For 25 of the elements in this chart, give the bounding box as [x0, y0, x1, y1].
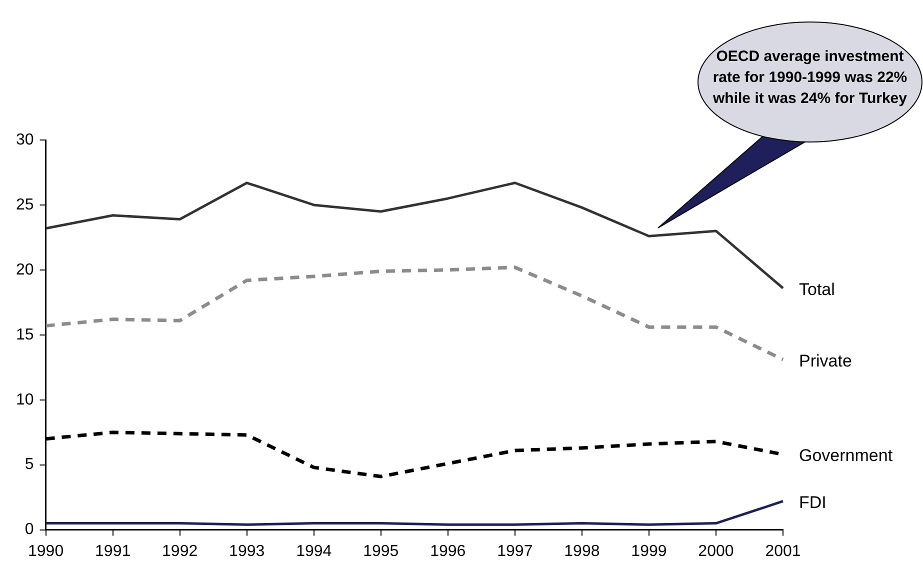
x-tick-label: 2000: [698, 542, 734, 560]
x-tick-label: 1991: [95, 542, 131, 560]
text: OECD average investment rate for 1990-1999 was 22% while it was 24% for Turkey: [712, 47, 908, 109]
series-label: Total: [799, 280, 835, 299]
x-tick-label: 1993: [229, 542, 265, 560]
x-tick-label: 1997: [497, 542, 533, 560]
x-tick-label: 1994: [296, 542, 332, 560]
x-tick-label: 1995: [363, 542, 399, 560]
x-tick-label: 1999: [631, 542, 667, 560]
x-tick-label: 1992: [162, 542, 198, 560]
y-tick-label: 20: [16, 261, 34, 278]
series-label: Government: [799, 446, 893, 466]
x-tick-label: 1990: [28, 542, 64, 560]
series-label: FDI: [799, 492, 826, 512]
y-tick-label: 0: [24, 521, 34, 538]
line-series: [44, 266, 785, 362]
series-label: Private: [799, 351, 852, 370]
y-tick-label: 25: [16, 196, 34, 214]
x-tick-label: 1996: [430, 542, 466, 560]
x-tick-label: 1998: [564, 542, 600, 560]
x-tick-label: 2001: [765, 542, 801, 560]
y-tick-label: 30: [16, 131, 34, 148]
y-tick-label: 15: [16, 326, 34, 344]
y-tick-label: 5: [24, 456, 34, 474]
y-tick-label: 10: [16, 391, 34, 408]
